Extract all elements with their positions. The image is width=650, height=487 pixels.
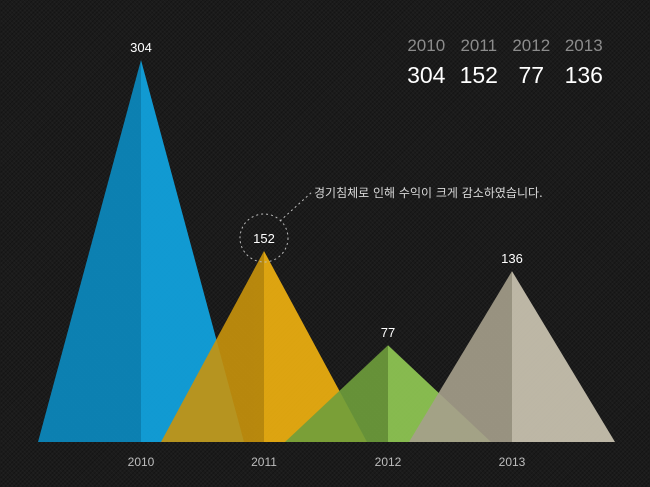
summary-value-2011: 152 bbox=[459, 62, 498, 88]
summary-value-2010: 304 bbox=[407, 62, 446, 88]
annotation-text: 경기침체로 인해 수익이 크게 감소하였습니다. bbox=[314, 186, 543, 200]
peak-2013-shade-face bbox=[409, 271, 512, 442]
data-label-2012: 77 bbox=[381, 325, 395, 340]
summary-value-2013: 136 bbox=[564, 62, 603, 88]
callout-layer bbox=[239, 191, 313, 263]
x-tick-label-2010: 2010 bbox=[128, 455, 155, 469]
peaks-layer bbox=[38, 60, 615, 442]
summary-year-2012: 2012 bbox=[512, 36, 551, 55]
summary-year-2011: 2011 bbox=[460, 36, 498, 55]
peak-2013 bbox=[409, 271, 615, 442]
peak-2010-shade-face bbox=[38, 60, 141, 442]
callout-leader-line bbox=[279, 191, 313, 222]
x-tick-label-2011: 2011 bbox=[251, 455, 277, 469]
peak-2013-light-face bbox=[512, 271, 615, 442]
peak-2012-shade-face bbox=[285, 345, 388, 442]
x-tick-label-2013: 2013 bbox=[499, 455, 526, 469]
summary-year-2013: 2013 bbox=[564, 36, 603, 55]
x-tick-label-2012: 2012 bbox=[375, 455, 402, 469]
data-label-2013: 136 bbox=[501, 251, 523, 266]
data-label-2011: 152 bbox=[253, 231, 275, 246]
summary-value-2012: 77 bbox=[518, 62, 545, 88]
summary-year-2010: 2010 bbox=[407, 36, 446, 55]
summary-panel: 2010 2011 2012 2013 304 152 77 136 bbox=[400, 36, 610, 89]
labels-layer: 304 2010 152 2011 77 2012 136 2013 bbox=[128, 40, 526, 469]
data-label-2010: 304 bbox=[130, 40, 152, 55]
callout-circle bbox=[239, 213, 289, 263]
peak-2011-shade-face bbox=[161, 251, 264, 442]
